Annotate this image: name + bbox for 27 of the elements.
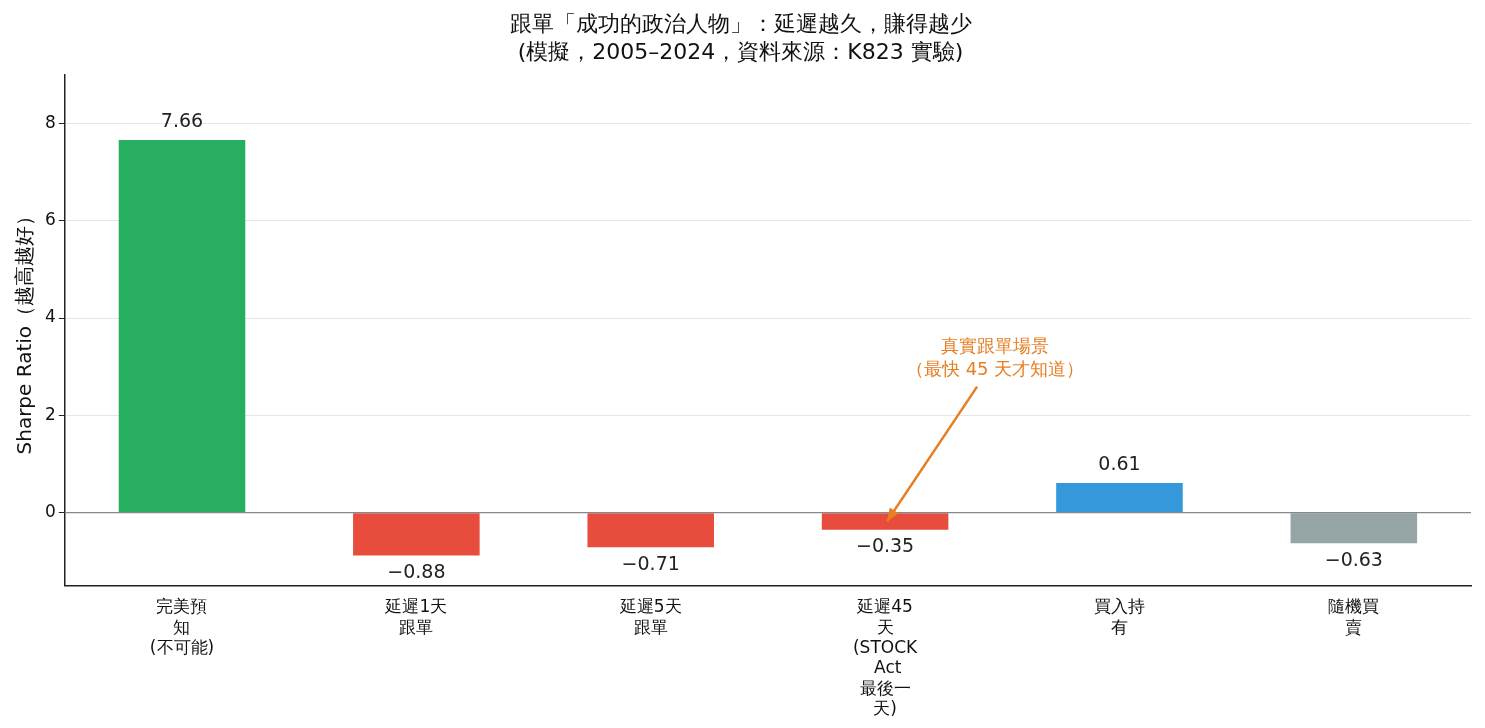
bar — [1056, 482, 1183, 513]
x-tick-label: 延遲1天跟單 — [384, 596, 448, 637]
bar — [118, 139, 246, 513]
bar — [353, 513, 480, 556]
y-axis-title: Sharpe Ratio（越高越好） — [12, 205, 37, 455]
data-label: 7.66 — [160, 109, 204, 132]
data-label: −0.63 — [1324, 547, 1383, 570]
data-label: 0.61 — [1098, 452, 1141, 475]
y-tick-label: 2 — [44, 403, 56, 424]
data-label: −0.71 — [621, 551, 680, 574]
x-tick-label: 延遲5天跟單 — [618, 596, 682, 637]
bar — [821, 513, 949, 530]
x-tick-label: 買入持有 — [1093, 596, 1145, 637]
data-label: −0.35 — [855, 534, 915, 557]
y-tick-label: 4 — [44, 306, 56, 327]
y-tick-label: 8 — [44, 111, 56, 132]
data-label: −0.88 — [387, 559, 446, 582]
annotation: 真實跟單場景（最快 45 天才知道） — [905, 335, 1085, 380]
x-tick-label: 隨機買賣 — [1328, 596, 1380, 637]
chart-subtitle: (模擬，2005–2024，資料來源：K823 實驗) — [517, 39, 964, 65]
x-tick-label: 延遲45天 (STOCK Act 最後一天) — [852, 596, 919, 719]
bar — [1290, 513, 1418, 544]
x-tick-label: 完美預知 (不可能) — [149, 596, 215, 658]
bar — [587, 513, 714, 548]
y-tick-label: 6 — [44, 209, 56, 230]
y-tick-label: 0 — [44, 501, 56, 522]
chart-title: 跟單「成功的政治人物」：延遲越久，賺得越少 — [509, 10, 972, 36]
